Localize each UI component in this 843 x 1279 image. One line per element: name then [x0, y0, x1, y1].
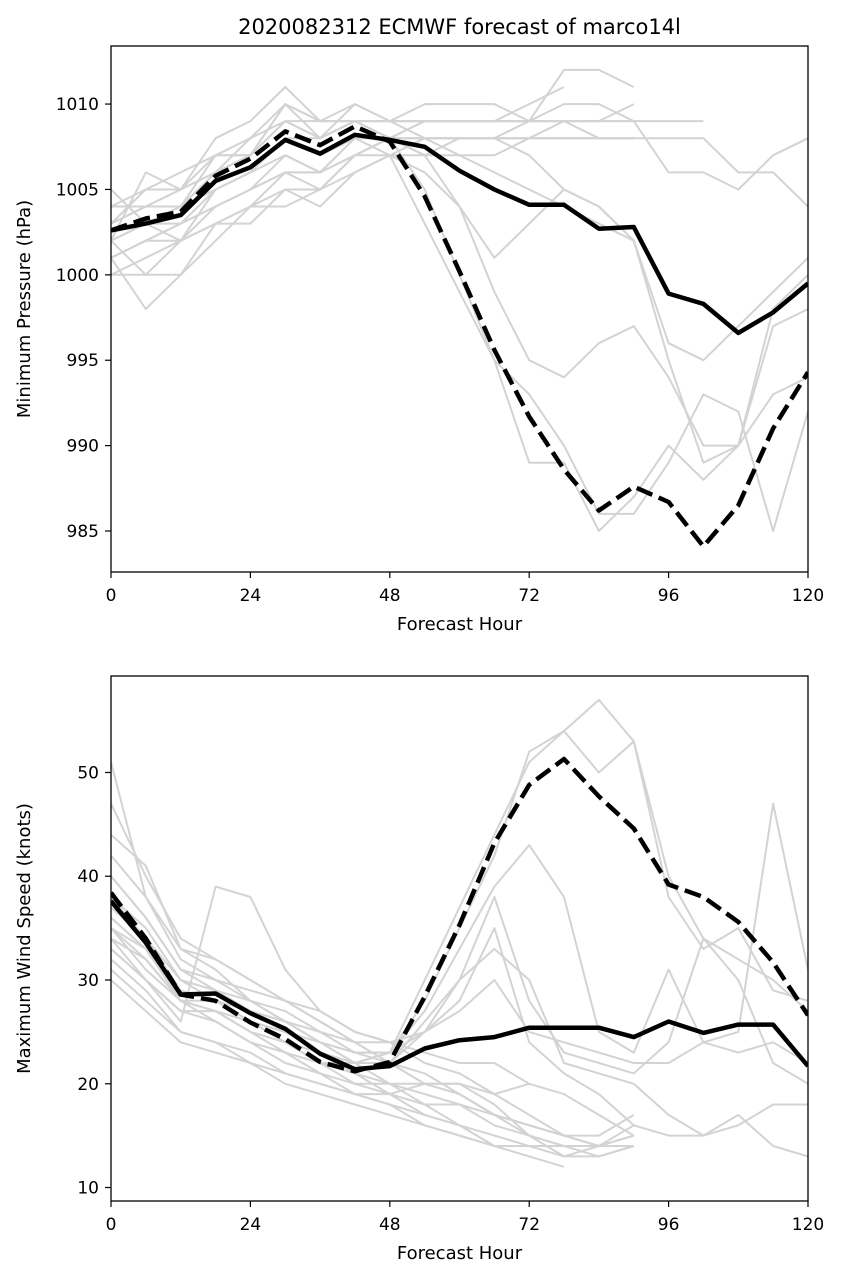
- ensemble-member-line: [111, 137, 808, 532]
- ensemble-member-line: [111, 896, 635, 1147]
- y-tick-label: 1010: [56, 95, 99, 115]
- ensemble-member-line: [111, 802, 808, 1054]
- axes-frame: [110, 675, 809, 1202]
- plot-area: [111, 698, 808, 1168]
- x-tick-label: 120: [792, 1215, 824, 1235]
- ensemble-member-line: [111, 896, 808, 1158]
- x-tick-label: 0: [106, 1215, 117, 1235]
- ensemble-member-line: [111, 979, 635, 1158]
- x-tick-label: 48: [379, 1215, 401, 1235]
- ensemble-member-line: [111, 120, 634, 242]
- y-axis-label: Maximum Wind Speed (knots): [14, 803, 35, 1074]
- y-tick-label: 990: [67, 437, 99, 457]
- x-tick-label: 24: [240, 1215, 262, 1235]
- y-tick-label: 995: [67, 351, 99, 371]
- ensemble-member-line: [111, 137, 808, 532]
- control-forecast-line: [111, 124, 808, 549]
- y-tick-label: 40: [77, 867, 99, 887]
- ensemble-mean-line: [111, 132, 808, 336]
- ensemble-member-line: [111, 875, 808, 1064]
- pressure-chart: 0 24 48 72 96 120 985 990 995 1000 1005 1010 Forecas…: [14, 15, 824, 635]
- x-tick-label: 24: [240, 586, 262, 606]
- x-tick-label: 72: [518, 586, 540, 606]
- plot-area: [111, 68, 808, 549]
- ensemble-member-line: [111, 730, 808, 1064]
- x-axis-label: Forecast Hour: [397, 614, 523, 635]
- y-tick-label: 20: [77, 1075, 99, 1095]
- ensemble-member-line: [111, 885, 634, 1147]
- x-tick-label: 96: [658, 586, 680, 606]
- ensemble-member-line: [111, 927, 564, 1147]
- ensemble-member-line: [111, 120, 599, 276]
- y-tick-label: 1000: [56, 266, 99, 286]
- x-tick-label: 0: [106, 586, 117, 606]
- chart-title: 2020082312 ECMWF forecast of marco14l: [238, 15, 681, 39]
- ensemble-member-line: [111, 927, 635, 1147]
- ensemble-mean-line: [111, 899, 808, 1072]
- x-axis-label: Forecast Hour: [397, 1243, 523, 1264]
- x-tick-label: 120: [792, 586, 824, 606]
- ensemble-member-line: [111, 103, 634, 225]
- y-tick-label: 10: [77, 1179, 99, 1199]
- ensemble-member-line: [111, 698, 808, 1064]
- y-tick-label: 985: [67, 522, 99, 542]
- wind-chart: 0 24 48 72 96 120 10 20 30 40 50 Forecast Hour Maxim…: [14, 675, 824, 1264]
- x-tick-label: 48: [379, 586, 401, 606]
- control-forecast-line: [111, 756, 808, 1074]
- x-tick-label: 72: [518, 1215, 540, 1235]
- axes-frame: [110, 45, 809, 573]
- y-tick-label: 1005: [56, 180, 99, 200]
- y-tick-label: 30: [77, 971, 99, 991]
- x-tick-label: 96: [658, 1215, 680, 1235]
- y-tick-label: 50: [77, 763, 99, 783]
- y-axis-label: Minimum Pressure (hPa): [14, 200, 35, 418]
